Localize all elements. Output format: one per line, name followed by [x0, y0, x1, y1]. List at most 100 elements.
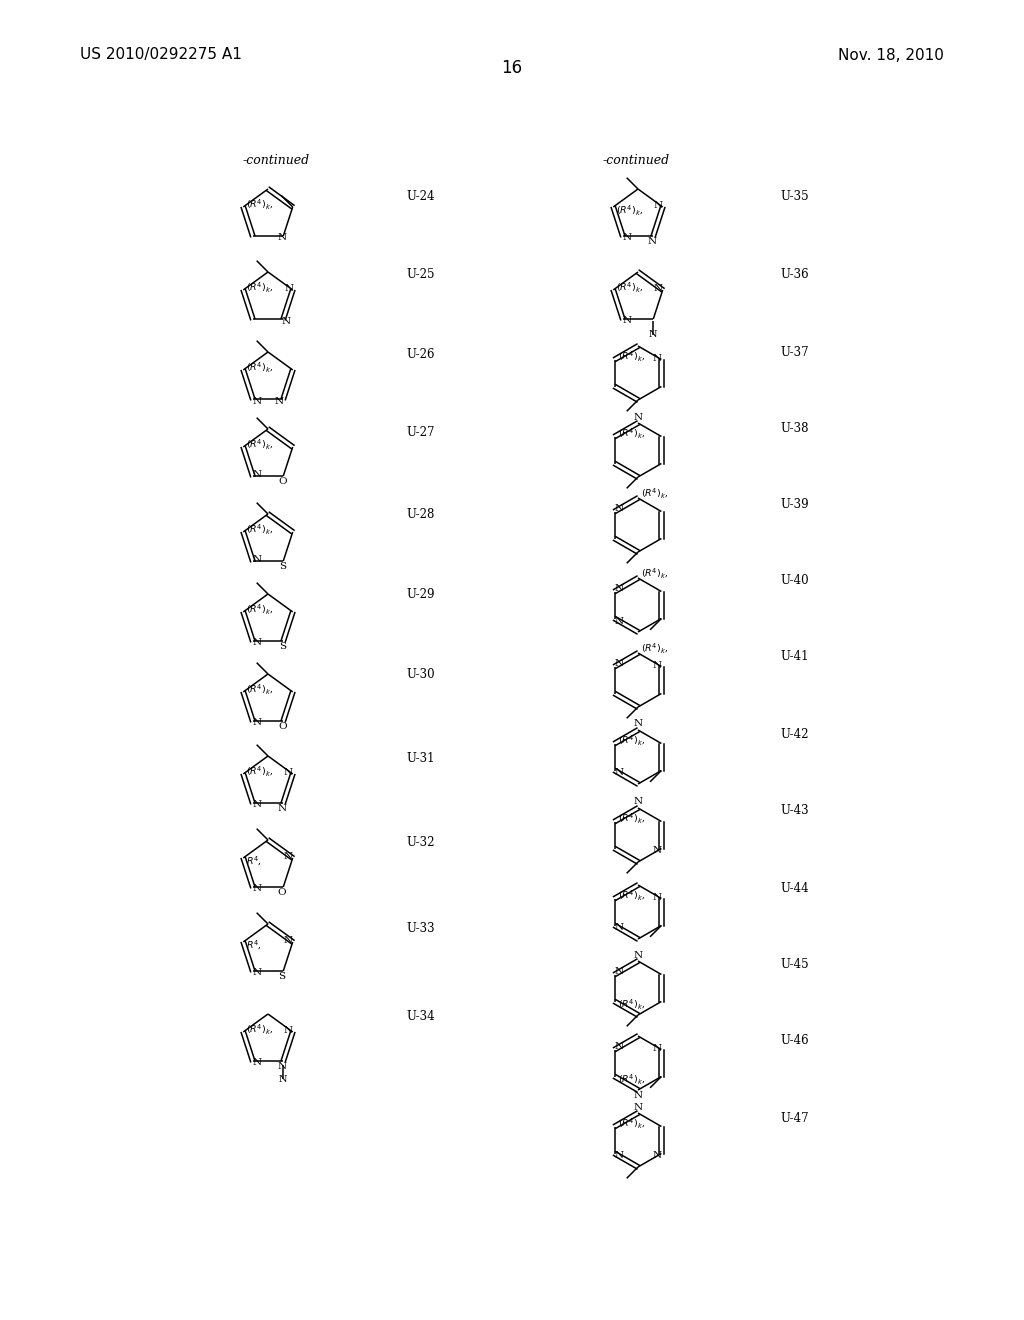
Text: $(R^4)_{k}$,: $(R^4)_{k}$,	[247, 764, 273, 777]
Text: N: N	[614, 1151, 624, 1160]
Text: N: N	[252, 968, 261, 977]
Text: U-37: U-37	[780, 346, 809, 359]
Text: N: N	[279, 1074, 288, 1084]
Text: N: N	[648, 236, 656, 246]
Text: U-47: U-47	[780, 1111, 809, 1125]
Text: N: N	[653, 202, 663, 210]
Text: $(R^4)_{k}$,: $(R^4)_{k}$,	[247, 523, 273, 536]
Text: N: N	[252, 470, 261, 479]
Text: O: O	[278, 722, 287, 730]
Text: U-27: U-27	[406, 425, 434, 438]
Text: N: N	[623, 315, 631, 325]
Text: $(R^4)_{k}$,: $(R^4)_{k}$,	[641, 486, 669, 500]
Text: N: N	[653, 661, 662, 671]
Text: N: N	[274, 396, 284, 405]
Text: $(R^4)_{k}$,: $(R^4)_{k}$,	[247, 1022, 273, 1036]
Text: N: N	[623, 232, 631, 242]
Text: $(R^4)_{k}$,: $(R^4)_{k}$,	[247, 360, 273, 374]
Text: N: N	[614, 583, 624, 593]
Text: U-36: U-36	[780, 268, 809, 281]
Text: $(R^4)_{k}$,: $(R^4)_{k}$,	[616, 280, 644, 294]
Text: N: N	[653, 1151, 662, 1160]
Text: $(R^4)_{k}$,: $(R^4)_{k}$,	[617, 1117, 645, 1130]
Text: U-33: U-33	[406, 921, 434, 935]
Text: $(R^4)_{k}$,: $(R^4)_{k}$,	[617, 812, 645, 825]
Text: U-26: U-26	[406, 348, 434, 362]
Text: N: N	[252, 883, 261, 892]
Text: U-31: U-31	[406, 751, 434, 764]
Text: U-46: U-46	[780, 1035, 809, 1048]
Text: U-42: U-42	[780, 727, 809, 741]
Text: $(R^4)_{k}$,: $(R^4)_{k}$,	[247, 602, 273, 615]
Text: $(R^4)_{k}$,: $(R^4)_{k}$,	[247, 280, 273, 294]
Text: N: N	[614, 504, 624, 513]
Text: N: N	[284, 1027, 292, 1035]
Text: N: N	[649, 330, 657, 338]
Text: 16: 16	[502, 59, 522, 77]
Text: N: N	[614, 1041, 624, 1051]
Text: U-29: U-29	[406, 589, 434, 602]
Text: N: N	[252, 718, 261, 726]
Text: U-45: U-45	[780, 958, 809, 972]
Text: N: N	[614, 768, 624, 777]
Text: $(R^4)_{k}$,: $(R^4)_{k}$,	[617, 350, 645, 363]
Text: U-39: U-39	[780, 498, 809, 511]
Text: $(R^4)_{k}$,: $(R^4)_{k}$,	[641, 642, 669, 655]
Text: U-38: U-38	[780, 421, 809, 434]
Text: $R^4$,: $R^4$,	[247, 854, 262, 867]
Text: $(R^4)_{k}$,: $(R^4)_{k}$,	[641, 566, 669, 579]
Text: N: N	[252, 554, 261, 564]
Text: S: S	[279, 561, 286, 570]
Text: N: N	[653, 894, 662, 902]
Text: N: N	[653, 354, 662, 363]
Text: N: N	[614, 968, 624, 975]
Text: N: N	[653, 846, 662, 855]
Text: N: N	[634, 1102, 643, 1111]
Text: U-35: U-35	[780, 190, 809, 202]
Text: N: N	[252, 1057, 261, 1067]
Text: N: N	[252, 396, 261, 405]
Text: US 2010/0292275 A1: US 2010/0292275 A1	[80, 48, 242, 62]
Text: O: O	[276, 887, 286, 896]
Text: O: O	[278, 477, 287, 486]
Text: N: N	[634, 950, 643, 960]
Text: N: N	[284, 853, 292, 862]
Text: N: N	[614, 616, 624, 626]
Text: N: N	[634, 1092, 643, 1101]
Text: Nov. 18, 2010: Nov. 18, 2010	[838, 48, 944, 62]
Text: U-25: U-25	[406, 268, 434, 281]
Text: N: N	[285, 285, 293, 293]
Text: $(R^4)_{k}$,: $(R^4)_{k}$,	[617, 888, 645, 903]
Text: $(R^4)_{k}$,: $(R^4)_{k}$,	[617, 998, 645, 1011]
Text: N: N	[634, 412, 643, 421]
Text: -continued: -continued	[603, 153, 670, 166]
Text: N: N	[614, 923, 624, 932]
Text: S: S	[279, 642, 286, 651]
Text: $(R^4)_{k}$,: $(R^4)_{k}$,	[616, 203, 644, 216]
Text: U-41: U-41	[780, 651, 809, 664]
Text: U-34: U-34	[406, 1010, 434, 1023]
Text: -continued: -continued	[243, 153, 310, 166]
Text: N: N	[282, 317, 291, 326]
Text: $(R^4)_{k}$,: $(R^4)_{k}$,	[247, 437, 273, 450]
Text: N: N	[634, 719, 643, 729]
Text: S: S	[278, 972, 285, 981]
Text: $(R^4)_{k}$,: $(R^4)_{k}$,	[617, 734, 645, 747]
Text: U-44: U-44	[780, 882, 809, 895]
Text: N: N	[653, 1044, 662, 1053]
Text: $R^4$,: $R^4$,	[247, 939, 262, 952]
Text: $(R^4)_{k}$,: $(R^4)_{k}$,	[247, 682, 273, 696]
Text: U-32: U-32	[406, 837, 434, 850]
Text: U-24: U-24	[406, 190, 434, 202]
Text: N: N	[653, 285, 663, 293]
Text: N: N	[284, 936, 292, 945]
Text: $(R^4)_{k}$,: $(R^4)_{k}$,	[617, 1073, 645, 1086]
Text: N: N	[278, 1061, 287, 1071]
Text: U-43: U-43	[780, 804, 809, 817]
Text: N: N	[252, 638, 261, 647]
Text: N: N	[284, 768, 292, 777]
Text: N: N	[614, 659, 624, 668]
Text: U-30: U-30	[406, 668, 434, 681]
Text: U-40: U-40	[780, 573, 809, 586]
Text: U-28: U-28	[406, 508, 434, 521]
